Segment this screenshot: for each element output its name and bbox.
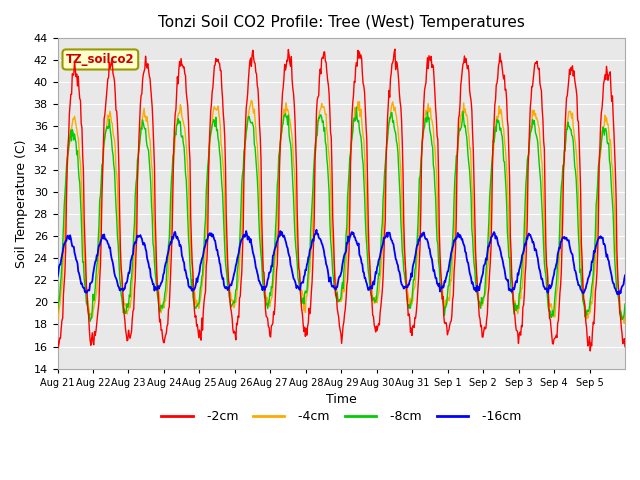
Title: Tonzi Soil CO2 Profile: Tree (West) Temperatures: Tonzi Soil CO2 Profile: Tree (West) Temp…	[158, 15, 525, 30]
Legend:  -2cm,  -4cm,  -8cm,  -16cm: -2cm, -4cm, -8cm, -16cm	[156, 406, 526, 428]
Text: TZ_soilco2: TZ_soilco2	[66, 53, 134, 66]
X-axis label: Time: Time	[326, 393, 356, 406]
Y-axis label: Soil Temperature (C): Soil Temperature (C)	[15, 139, 28, 267]
